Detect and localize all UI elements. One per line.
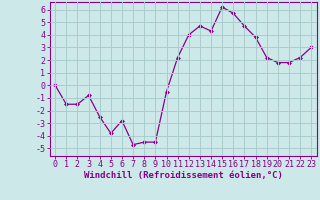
X-axis label: Windchill (Refroidissement éolien,°C): Windchill (Refroidissement éolien,°C) — [84, 171, 283, 180]
